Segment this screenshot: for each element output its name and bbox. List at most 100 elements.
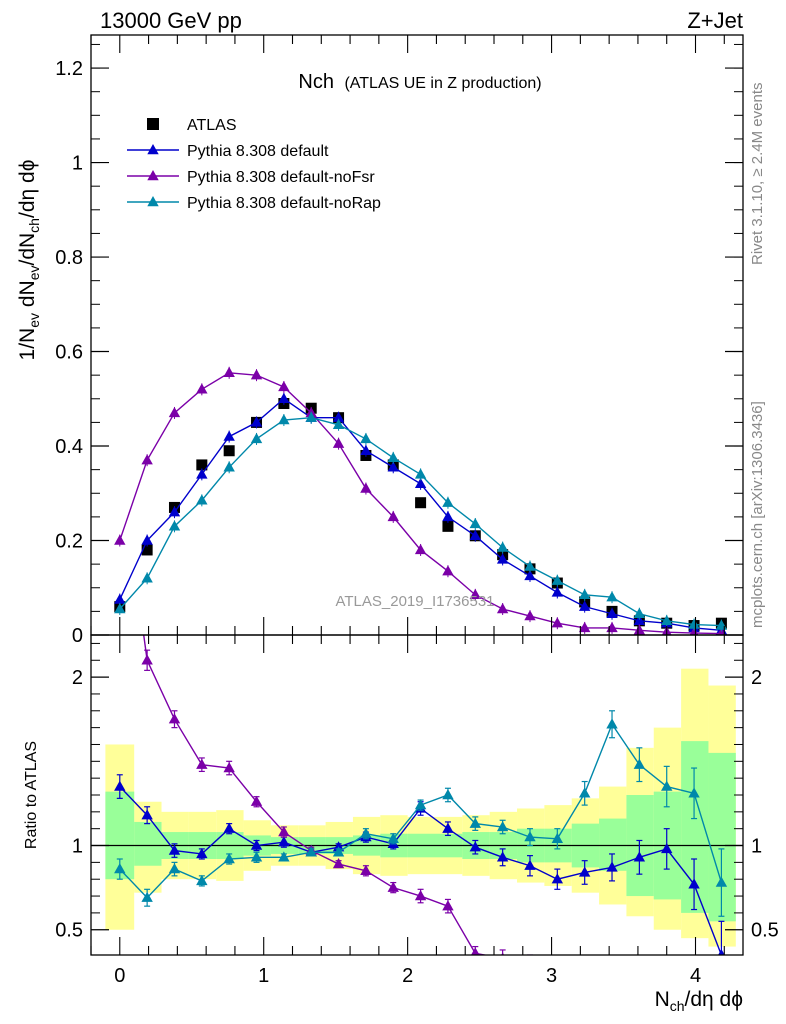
series-point-1: [442, 510, 454, 522]
side-text-rivet: Rivet 3.1.10, ≥ 2.4M events: [749, 83, 766, 266]
band-green-bin: [708, 752, 736, 922]
series-point-2: [168, 406, 181, 418]
ratio-point-1: [470, 947, 480, 955]
series-point-3: [141, 572, 153, 583]
ratio-point-2: [524, 831, 536, 842]
ratio-point-2: [715, 876, 728, 887]
series-point-3: [305, 411, 317, 422]
ratio-point-0: [469, 841, 481, 852]
series-point-3: [606, 591, 618, 602]
ratio-point-1: [501, 952, 505, 955]
series-point-2: [496, 603, 509, 614]
series-point-1: [168, 506, 181, 517]
legend-label: Pythia 8.308 default-noRap: [187, 195, 381, 212]
ratio-point-2: [250, 851, 263, 862]
ratio-point-1: [360, 864, 372, 875]
ratio-point-1: [332, 858, 345, 869]
ratio-point-0: [524, 859, 536, 870]
series-point-1: [223, 430, 235, 441]
title-main: Nch: [298, 71, 334, 93]
series-point-3: [332, 418, 345, 429]
watermark: ATLAS_2019_I1736531: [335, 593, 494, 610]
ratio-point-2: [606, 718, 618, 729]
ratio-point-2: [633, 758, 646, 769]
ratio-point-1: [442, 900, 454, 911]
ratio-point-0: [223, 822, 235, 833]
ratio-point-2: [469, 817, 481, 828]
axis-tick-labels: 0 0.2 0.4 0.6 0.8 1 1.2 0 1 2 3 4 0.5 0.5 1 1 2 2: [55, 58, 779, 987]
title-sub: (ATLAS UE in Z production): [344, 75, 541, 92]
ratio-point-2: [578, 787, 591, 798]
ratio-point-0: [578, 866, 591, 877]
series-point-1: [278, 392, 290, 403]
ratio-point-0: [278, 836, 290, 847]
series-point-2: [141, 454, 153, 465]
ratio-point-2: [661, 780, 673, 791]
ratio-point-1: [278, 826, 290, 837]
ratio-point-1: [414, 890, 427, 901]
series-point-3: [661, 614, 673, 626]
ratio-point-2: [332, 846, 345, 857]
series-point-1: [141, 534, 153, 545]
ratio-point-0: [114, 780, 126, 791]
y-tick-label: 0.2: [55, 531, 83, 553]
series-point-2: [278, 380, 290, 392]
series-point-2: [387, 510, 399, 522]
legend-marker-triangle: [147, 196, 159, 207]
ratio-point-2: [688, 787, 700, 798]
series-point-1: [524, 569, 536, 581]
x-axis-label: Nch/dη dϕ: [655, 988, 743, 1014]
ratio-point-2: [551, 832, 564, 843]
series-point-1: [496, 553, 509, 564]
atlas-data-point: [196, 459, 208, 471]
series-point-1: [469, 529, 481, 540]
series-point-3: [633, 607, 646, 618]
series-point-2: [689, 627, 699, 635]
series-point-1: [114, 593, 126, 604]
x-tick-label: 3: [546, 965, 557, 987]
series-point-2: [551, 617, 564, 628]
ratio-point-0: [496, 851, 509, 862]
series-point-3: [442, 496, 454, 507]
series-point-2: [114, 534, 126, 545]
ratio-point-1: [524, 957, 535, 967]
series-point-3: [551, 574, 564, 585]
series-point-3: [688, 618, 700, 629]
ratio-point-2: [387, 832, 399, 843]
ratio-y-tick-label: 0.5: [55, 920, 83, 942]
series-point-2: [524, 610, 536, 621]
legend-marker-square: [147, 118, 159, 130]
ratio-point-2: [196, 874, 208, 886]
series-point-2: [578, 621, 591, 633]
ratio-point-0: [168, 844, 181, 855]
series-point-2: [606, 621, 618, 633]
series-point-3: [223, 461, 235, 472]
x-tick-label: 2: [402, 965, 413, 987]
series-point-2: [332, 437, 345, 448]
series-point-1: [387, 461, 399, 472]
legend-marker-triangle: [147, 144, 159, 155]
ratio-point-0: [661, 842, 673, 854]
ratio-point-2: [168, 863, 181, 874]
header-right: Z+Jet: [687, 8, 743, 33]
ratio-point-2: [414, 799, 427, 810]
series-point-3: [360, 432, 372, 444]
y-axis-label-main: 1/Nev dNev/dNch/dη dϕ: [16, 160, 42, 361]
series-point-3: [414, 468, 427, 479]
y-tick-label: 1.2: [55, 58, 83, 80]
ratio-point-1: [606, 974, 617, 984]
plot-title: Nch (ATLAS UE in Z production): [298, 71, 541, 93]
series-point-3: [278, 414, 290, 425]
ratio-point-2: [114, 863, 126, 874]
atlas-data-point: [223, 445, 235, 457]
ratio-point-0: [442, 822, 454, 833]
y-tick-label: 0.8: [55, 247, 83, 269]
ratio-point-2: [223, 853, 235, 864]
series-point-1: [332, 411, 345, 422]
series-point-2: [633, 624, 646, 635]
band-green-bin: [599, 818, 627, 871]
ratio-point-1: [223, 762, 235, 773]
ratio-point-2: [360, 827, 372, 838]
series-point-1: [606, 607, 618, 618]
